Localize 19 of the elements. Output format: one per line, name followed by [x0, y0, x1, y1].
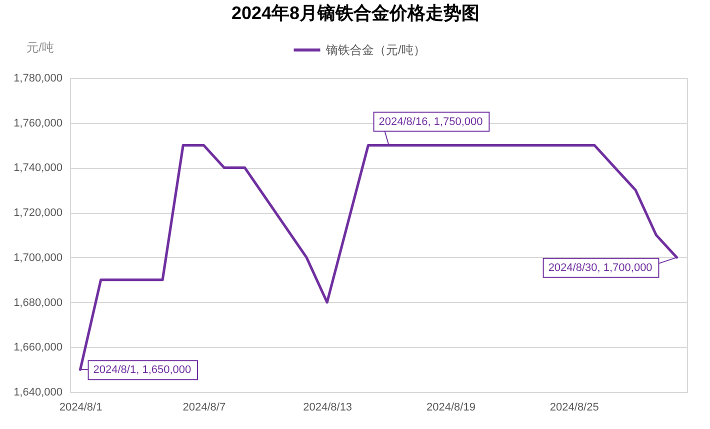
y-tick-label: 1,720,000	[14, 207, 62, 220]
y-tick-label: 1,660,000	[14, 342, 62, 354]
annotation: 2024/8/30, 1,700,000	[548, 262, 652, 274]
y-tick-label: 1,740,000	[14, 162, 62, 174]
chart-title: 2024年8月镝铁合金价格走势图	[231, 3, 480, 23]
annotation: 2024/8/1, 1,650,000	[93, 364, 192, 376]
x-tick-label: 2024/8/1	[59, 402, 102, 414]
annotation: 2024/8/16, 1,750,000	[378, 116, 483, 128]
y-axis-title: 元/吨	[26, 40, 54, 54]
y-tick-label: 1,780,000	[14, 72, 62, 84]
x-tick-label: 2024/8/13	[303, 402, 352, 414]
x-tick-label: 2024/8/7	[182, 402, 226, 414]
y-tick-label: 1,640,000	[14, 386, 62, 398]
y-tick-label: 1,760,000	[14, 117, 62, 130]
x-tick-label: 2024/8/25	[550, 402, 599, 414]
x-tick-label: 2024/8/19	[426, 402, 476, 414]
y-tick-label: 1,680,000	[14, 296, 62, 309]
y-tick-label: 1,700,000	[14, 252, 62, 264]
legend-label: 镝铁合金（元/吨）	[325, 43, 426, 57]
